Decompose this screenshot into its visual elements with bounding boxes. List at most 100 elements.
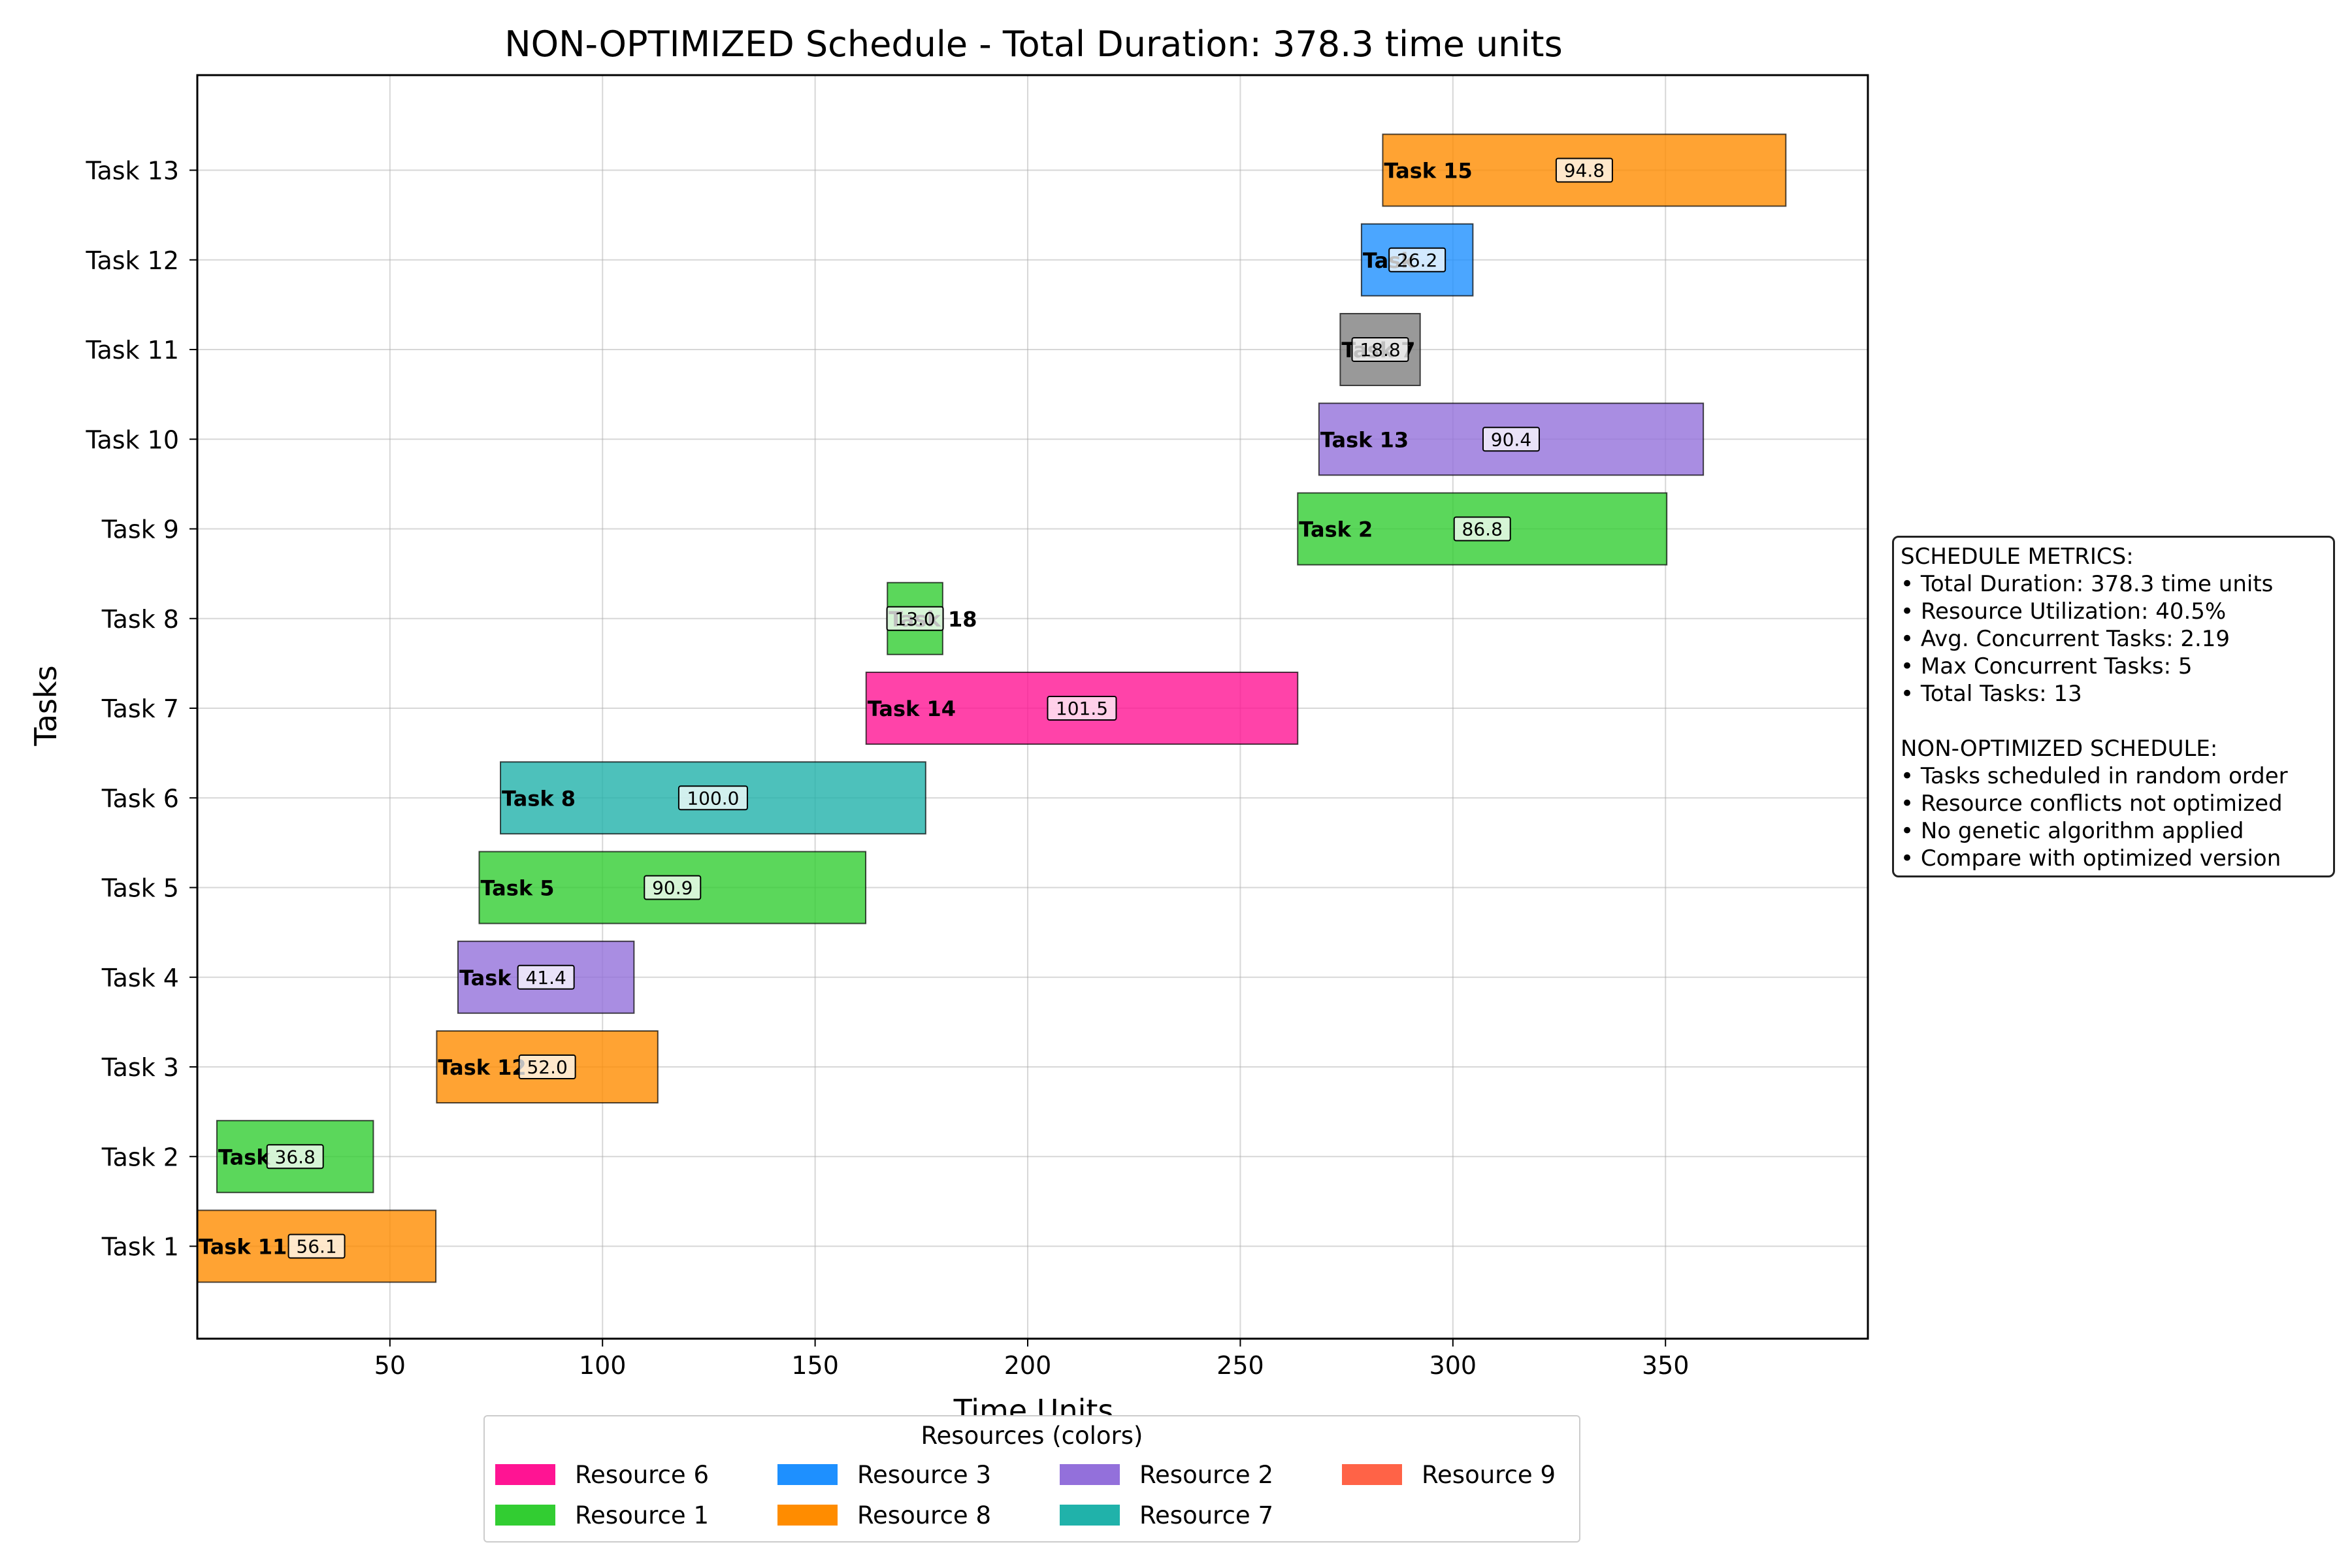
- task-duration-label: 101.5: [1056, 698, 1108, 719]
- legend-label: Resource 8: [857, 1501, 991, 1529]
- y-tick-label: Task 13: [86, 157, 179, 186]
- task-duration-box: [1453, 516, 1511, 542]
- metrics-line: SCHEDULE METRICS:: [1901, 544, 2134, 570]
- legend-label: Resource 1: [575, 1501, 709, 1529]
- task-duration-label: 94.8: [1564, 160, 1605, 182]
- task-duration-box: [886, 606, 944, 631]
- y-tick-label: Task 7: [101, 694, 179, 723]
- task-duration-label: 86.8: [1462, 519, 1503, 540]
- task-duration-box: [678, 785, 748, 811]
- y-tick-label: Task 3: [101, 1053, 179, 1082]
- task-duration-box: [518, 1054, 576, 1079]
- y-tick-label: Task 12: [86, 246, 179, 275]
- legend-swatch: [777, 1464, 838, 1485]
- task-bar-label: Task 12: [438, 1055, 526, 1080]
- task-duration-box: [1555, 157, 1613, 183]
- task-duration-box: [644, 875, 702, 900]
- schedule-metrics-box: SCHEDULE METRICS: • Total Duration: 378.3…: [1892, 536, 2335, 877]
- metrics-line: • Compare with optimized version: [1901, 845, 2281, 872]
- legend-item: Resource 3: [777, 1460, 1060, 1489]
- legend-item: Resource 6: [495, 1460, 777, 1489]
- metrics-line: • Resource conflicts not optimized: [1901, 791, 2283, 817]
- task-duration-box: [1482, 427, 1540, 452]
- task-duration-label: 52.0: [527, 1056, 567, 1078]
- task-bar-label: Task 13: [1320, 427, 1409, 452]
- legend-item: Resource 9: [1342, 1460, 1624, 1489]
- metrics-line: • Max Concurrent Tasks: 5: [1901, 653, 2193, 679]
- legend-items: Resource 6 Resource 3 Resource 2 Resource 9…: [495, 1461, 1624, 1529]
- task-duration-label: 13.0: [894, 608, 935, 630]
- legend-label: Resource 9: [1422, 1460, 1556, 1489]
- legend-swatch: [1342, 1464, 1402, 1485]
- task-bar: [1297, 492, 1668, 566]
- legend-item: Resource 1: [495, 1501, 777, 1529]
- x-tick-label: 350: [1642, 1351, 1690, 1380]
- task-duration-box: [1351, 337, 1409, 362]
- task-bar-label: Task 14: [868, 696, 956, 721]
- x-tick-label: 50: [374, 1351, 406, 1380]
- y-tick-label: Task 6: [101, 784, 179, 813]
- metrics-line: • Total Duration: 378.3 time units: [1901, 571, 2274, 597]
- y-tick-label: Task 10: [86, 425, 179, 454]
- y-tick-label: Task 5: [101, 874, 179, 903]
- legend-label: Resource 6: [575, 1460, 709, 1489]
- legend-swatch: [495, 1464, 555, 1485]
- x-tick-label: 250: [1217, 1351, 1264, 1380]
- y-tick-label: Task 9: [101, 515, 179, 544]
- metrics-line: • Avg. Concurrent Tasks: 2.19: [1901, 626, 2230, 652]
- task-bar-label: Task 2: [1299, 517, 1373, 542]
- axes: 50 100 150 200 250 300 350 Task 1 Task 2 Task 3 Ta…: [86, 157, 1690, 1380]
- x-tick-label: 200: [1004, 1351, 1052, 1380]
- task-bar-label: Task: [459, 966, 512, 990]
- y-tick-label: Task 11: [86, 336, 179, 365]
- plot-frame: [196, 74, 1869, 1340]
- legend-swatch: [777, 1505, 838, 1526]
- legend-swatch: [495, 1505, 555, 1526]
- y-tick-label: Task 8: [101, 605, 179, 634]
- x-tick-label: 100: [579, 1351, 627, 1380]
- legend-item: Resource 8: [777, 1501, 1060, 1529]
- legend-label: Resource 2: [1139, 1460, 1273, 1489]
- chart-title: NON-OPTIMIZED Schedule - Total Duration:…: [504, 24, 1562, 65]
- metrics-line: • Total Tasks: 13: [1901, 681, 2082, 707]
- task-bar-label: Task 15: [1384, 159, 1472, 184]
- task-duration-label: 41.4: [525, 967, 566, 988]
- y-axis-label: Tasks: [28, 665, 63, 746]
- x-tick-label: 300: [1429, 1351, 1477, 1380]
- task-bar-label: Task 11: [199, 1235, 287, 1260]
- task-duration-label: 56.1: [296, 1236, 336, 1258]
- legend-item: Resource 2: [1060, 1460, 1342, 1489]
- task-duration-label: 100.0: [687, 787, 739, 809]
- task-duration-box: [517, 964, 575, 990]
- metrics-line: NON-OPTIMIZED SCHEDULE:: [1901, 736, 2218, 762]
- metrics-line: [1901, 708, 2327, 735]
- x-tick-label: 150: [791, 1351, 839, 1380]
- task-duration-label: 90.4: [1491, 429, 1531, 450]
- task-duration-label: 18.8: [1360, 339, 1400, 361]
- legend-label: Resource 7: [1139, 1501, 1273, 1529]
- legend-item: Resource 7: [1060, 1501, 1342, 1529]
- task-bar-label: Task 5: [480, 876, 554, 901]
- task-duration-label: 36.8: [275, 1146, 316, 1168]
- metrics-line: • Resource Utilization: 40.5%: [1901, 598, 2227, 625]
- legend-title: Resources (colors): [921, 1422, 1143, 1450]
- task-bar-label: Task 8: [502, 786, 576, 811]
- task-duration-label: 90.9: [652, 877, 693, 899]
- legend-swatch: [1060, 1505, 1120, 1526]
- legend-swatch: [1060, 1464, 1120, 1485]
- metrics-line: • Tasks scheduled in random order: [1901, 763, 2288, 789]
- task-duration-box: [287, 1233, 346, 1259]
- task-duration-box: [266, 1144, 324, 1169]
- y-tick-label: Task 4: [101, 964, 179, 992]
- legend: Resources (colors) Resource 6 Resource 3 R…: [483, 1415, 1580, 1543]
- y-tick-label: Task 2: [101, 1143, 179, 1171]
- task-duration-box: [1047, 696, 1117, 721]
- legend-label: Resource 3: [857, 1460, 991, 1489]
- task-duration-label: 26.2: [1397, 250, 1437, 271]
- y-tick-label: Task 1: [101, 1233, 179, 1262]
- task-duration-box: [1388, 247, 1446, 272]
- task-bar-label: Task: [218, 1145, 270, 1169]
- metrics-line: • No genetic algorithm applied: [1901, 818, 2244, 844]
